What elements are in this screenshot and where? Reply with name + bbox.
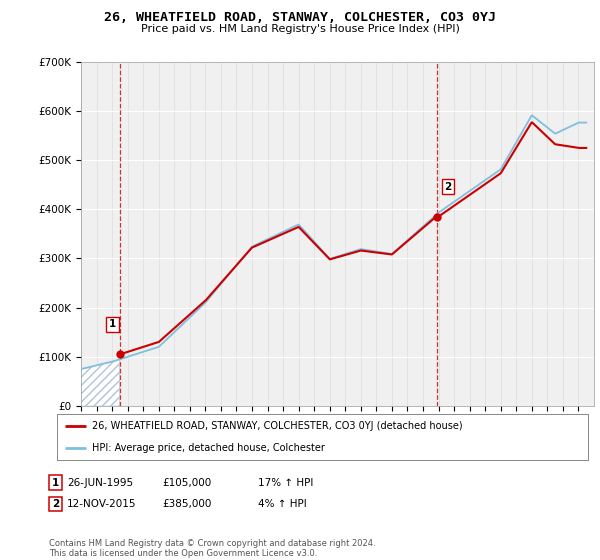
Text: Price paid vs. HM Land Registry's House Price Index (HPI): Price paid vs. HM Land Registry's House …	[140, 24, 460, 34]
Text: 1: 1	[52, 478, 59, 488]
Text: £385,000: £385,000	[162, 499, 211, 509]
Text: 26-JUN-1995: 26-JUN-1995	[67, 478, 133, 488]
Text: 2: 2	[444, 181, 452, 192]
Text: 12-NOV-2015: 12-NOV-2015	[67, 499, 137, 509]
Text: HPI: Average price, detached house, Colchester: HPI: Average price, detached house, Colc…	[92, 444, 325, 454]
Text: Contains HM Land Registry data © Crown copyright and database right 2024.
This d: Contains HM Land Registry data © Crown c…	[49, 539, 376, 558]
Text: 1: 1	[109, 319, 116, 329]
Text: 4% ↑ HPI: 4% ↑ HPI	[258, 499, 307, 509]
Text: 26, WHEATFIELD ROAD, STANWAY, COLCHESTER, CO3 0YJ: 26, WHEATFIELD ROAD, STANWAY, COLCHESTER…	[104, 11, 496, 24]
Text: 17% ↑ HPI: 17% ↑ HPI	[258, 478, 313, 488]
Text: 2: 2	[52, 499, 59, 509]
Text: 26, WHEATFIELD ROAD, STANWAY, COLCHESTER, CO3 0YJ (detached house): 26, WHEATFIELD ROAD, STANWAY, COLCHESTER…	[92, 421, 462, 431]
Text: £105,000: £105,000	[162, 478, 211, 488]
